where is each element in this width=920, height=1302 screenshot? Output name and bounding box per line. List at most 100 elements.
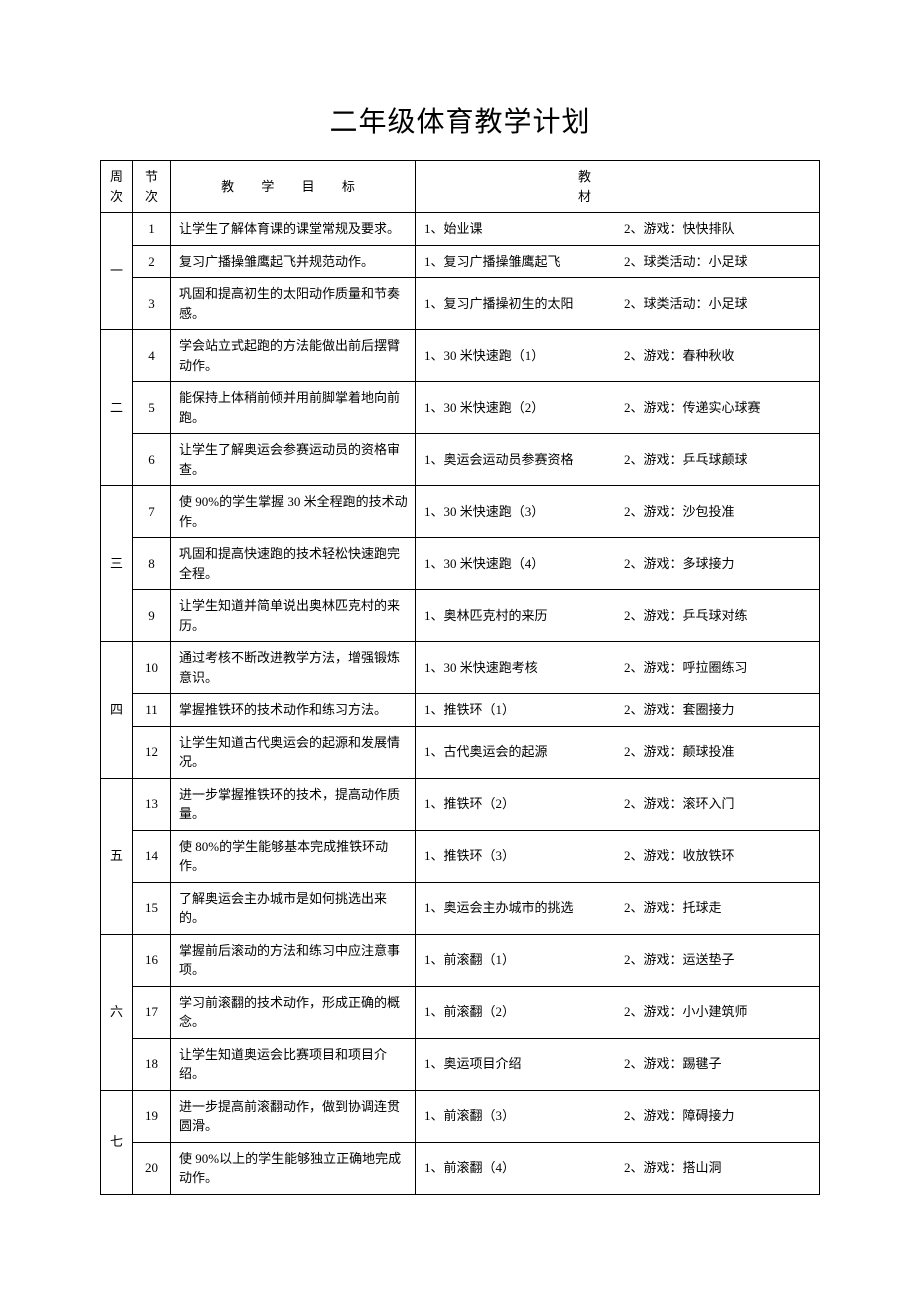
table-row: 17学习前滚翻的技术动作，形成正确的概念。1、前滚翻（2）2、游戏：小小建筑师	[101, 986, 820, 1038]
material-part2: 2、游戏：小小建筑师	[624, 1002, 813, 1022]
week-cell: 五	[101, 778, 133, 934]
session-cell: 7	[133, 486, 171, 538]
goal-cell: 让学生知道奥运会比赛项目和项目介绍。	[171, 1038, 416, 1090]
material-part2: 2、球类活动：小足球	[624, 252, 813, 272]
teaching-plan-table: 周次 节次 教 学 目 标 教材 一1让学生了解体育课的课堂常规及要求。1、始业…	[100, 160, 820, 1195]
goal-cell: 进一步掌握推铁环的技术，提高动作质量。	[171, 778, 416, 830]
material-cell: 1、前滚翻（3）2、游戏：障碍接力	[416, 1090, 820, 1142]
goal-cell: 进一步提高前滚翻动作，做到协调连贯圆滑。	[171, 1090, 416, 1142]
material-part1: 1、30 米快速跑（1）	[424, 346, 624, 366]
week-cell: 四	[101, 642, 133, 779]
material-cell: 1、复习广播操雏鹰起飞2、球类活动：小足球	[416, 245, 820, 278]
goal-cell: 让学生知道古代奥运会的起源和发展情况。	[171, 726, 416, 778]
material-part2: 2、游戏：快快排队	[624, 219, 813, 239]
goal-cell: 让学生知道并简单说出奥林匹克村的来历。	[171, 590, 416, 642]
material-part1: 1、奥运会主办城市的挑选	[424, 898, 624, 918]
table-row: 5能保持上体稍前倾并用前脚掌着地向前跑。1、30 米快速跑（2）2、游戏：传递实…	[101, 382, 820, 434]
table-row: 6让学生了解奥运会参赛运动员的资格审查。1、奥运会运动员参赛资格2、游戏：乒乓球…	[101, 434, 820, 486]
material-part1: 1、30 米快速跑（2）	[424, 398, 624, 418]
material-part2: 2、游戏：运送垫子	[624, 950, 813, 970]
material-part1: 1、奥林匹克村的来历	[424, 606, 624, 626]
session-cell: 5	[133, 382, 171, 434]
material-part1: 1、30 米快速跑考核	[424, 658, 624, 678]
table-row: 3巩固和提高初生的太阳动作质量和节奏感。1、复习广播操初生的太阳2、球类活动：小…	[101, 278, 820, 330]
table-row: 五13进一步掌握推铁环的技术，提高动作质量。1、推铁环（2）2、游戏：滚环入门	[101, 778, 820, 830]
table-row: 18让学生知道奥运会比赛项目和项目介绍。1、奥运项目介绍2、游戏：踢毽子	[101, 1038, 820, 1090]
header-material: 教材	[416, 161, 820, 213]
goal-cell: 掌握推铁环的技术动作和练习方法。	[171, 694, 416, 727]
table-row: 8巩固和提高快速跑的技术轻松快速跑完全程。1、30 米快速跑（4）2、游戏：多球…	[101, 538, 820, 590]
material-cell: 1、推铁环（2）2、游戏：滚环入门	[416, 778, 820, 830]
material-part1: 1、30 米快速跑（4）	[424, 554, 624, 574]
material-cell: 1、30 米快速跑（3）2、游戏：沙包投准	[416, 486, 820, 538]
table-row: 15了解奥运会主办城市是如何挑选出来的。1、奥运会主办城市的挑选2、游戏：托球走	[101, 882, 820, 934]
material-part1: 1、前滚翻（1）	[424, 950, 624, 970]
goal-cell: 复习广播操雏鹰起飞并规范动作。	[171, 245, 416, 278]
session-cell: 17	[133, 986, 171, 1038]
material-cell: 1、奥运会运动员参赛资格2、游戏：乒乓球颠球	[416, 434, 820, 486]
material-part1: 1、古代奥运会的起源	[424, 742, 624, 762]
table-row: 14使 80%的学生能够基本完成推铁环动作。1、推铁环（3）2、游戏：收放铁环	[101, 830, 820, 882]
material-cell: 1、始业课2、游戏：快快排队	[416, 213, 820, 246]
session-cell: 9	[133, 590, 171, 642]
session-cell: 6	[133, 434, 171, 486]
goal-cell: 使 80%的学生能够基本完成推铁环动作。	[171, 830, 416, 882]
material-part2: 2、游戏：乒乓球对练	[624, 606, 813, 626]
material-cell: 1、奥运项目介绍2、游戏：踢毽子	[416, 1038, 820, 1090]
material-cell: 1、30 米快速跑（1）2、游戏：春种秋收	[416, 330, 820, 382]
table-row: 12让学生知道古代奥运会的起源和发展情况。 1、古代奥运会的起源2、游戏：颠球投准	[101, 726, 820, 778]
material-part2: 2、游戏：传递实心球赛	[624, 398, 813, 418]
header-week: 周次	[101, 161, 133, 213]
material-part2: 2、游戏：乒乓球颠球	[624, 450, 813, 470]
material-part1: 1、前滚翻（2）	[424, 1002, 624, 1022]
session-cell: 1	[133, 213, 171, 246]
material-part2: 2、游戏：颠球投准	[624, 742, 813, 762]
material-part1: 1、前滚翻（4）	[424, 1158, 624, 1178]
session-cell: 8	[133, 538, 171, 590]
goal-cell: 让学生了解奥运会参赛运动员的资格审查。	[171, 434, 416, 486]
session-cell: 10	[133, 642, 171, 694]
goal-cell: 了解奥运会主办城市是如何挑选出来的。	[171, 882, 416, 934]
material-part2: 2、球类活动：小足球	[624, 294, 813, 314]
session-cell: 16	[133, 934, 171, 986]
session-cell: 12	[133, 726, 171, 778]
week-cell: 七	[101, 1090, 133, 1194]
table-row: 9让学生知道并简单说出奥林匹克村的来历。1、奥林匹克村的来历2、游戏：乒乓球对练	[101, 590, 820, 642]
goal-cell: 巩固和提高初生的太阳动作质量和节奏感。	[171, 278, 416, 330]
week-cell: 一	[101, 213, 133, 330]
material-part1: 1、前滚翻（3）	[424, 1106, 624, 1126]
table-row: 三7使 90%的学生掌握 30 米全程跑的技术动作。1、30 米快速跑（3）2、…	[101, 486, 820, 538]
goal-cell: 能保持上体稍前倾并用前脚掌着地向前跑。	[171, 382, 416, 434]
table-row: 七19进一步提高前滚翻动作，做到协调连贯圆滑。1、前滚翻（3）2、游戏：障碍接力	[101, 1090, 820, 1142]
session-cell: 18	[133, 1038, 171, 1090]
material-cell: 1、前滚翻（2）2、游戏：小小建筑师	[416, 986, 820, 1038]
material-part1: 1、始业课	[424, 219, 624, 239]
session-cell: 3	[133, 278, 171, 330]
session-cell: 15	[133, 882, 171, 934]
material-part1: 1、推铁环（2）	[424, 794, 624, 814]
session-cell: 2	[133, 245, 171, 278]
material-cell: 1、30 米快速跑（2）2、游戏：传递实心球赛	[416, 382, 820, 434]
material-part2: 2、游戏：障碍接力	[624, 1106, 813, 1126]
header-goal: 教 学 目 标	[171, 161, 416, 213]
material-part2: 2、游戏：踢毽子	[624, 1054, 813, 1074]
material-cell: 1、30 米快速跑考核2、游戏：呼拉圈练习	[416, 642, 820, 694]
material-cell: 1、奥林匹克村的来历2、游戏：乒乓球对练	[416, 590, 820, 642]
material-part2: 2、游戏：滚环入门	[624, 794, 813, 814]
goal-cell: 让学生了解体育课的课堂常规及要求。	[171, 213, 416, 246]
table-row: 四10通过考核不断改进教学方法，增强锻炼意识。1、30 米快速跑考核2、游戏：呼…	[101, 642, 820, 694]
material-part2: 2、游戏：搭山洞	[624, 1158, 813, 1178]
material-part2: 2、游戏：套圈接力	[624, 700, 813, 720]
material-part1: 1、30 米快速跑（3）	[424, 502, 624, 522]
material-cell: 1、前滚翻（1）2、游戏：运送垫子	[416, 934, 820, 986]
material-part2: 2、游戏：沙包投准	[624, 502, 813, 522]
page-title: 二年级体育教学计划	[100, 100, 820, 140]
material-cell: 1、前滚翻（4）2、游戏：搭山洞	[416, 1142, 820, 1194]
table-row: 11掌握推铁环的技术动作和练习方法。1、推铁环（1）2、游戏：套圈接力	[101, 694, 820, 727]
material-cell: 1、30 米快速跑（4）2、游戏：多球接力	[416, 538, 820, 590]
material-part1: 1、复习广播操雏鹰起飞	[424, 252, 624, 272]
table-row: 一1让学生了解体育课的课堂常规及要求。1、始业课2、游戏：快快排队	[101, 213, 820, 246]
table-row: 2复习广播操雏鹰起飞并规范动作。1、复习广播操雏鹰起飞2、球类活动：小足球	[101, 245, 820, 278]
week-cell: 三	[101, 486, 133, 642]
material-part1: 1、奥运会运动员参赛资格	[424, 450, 624, 470]
